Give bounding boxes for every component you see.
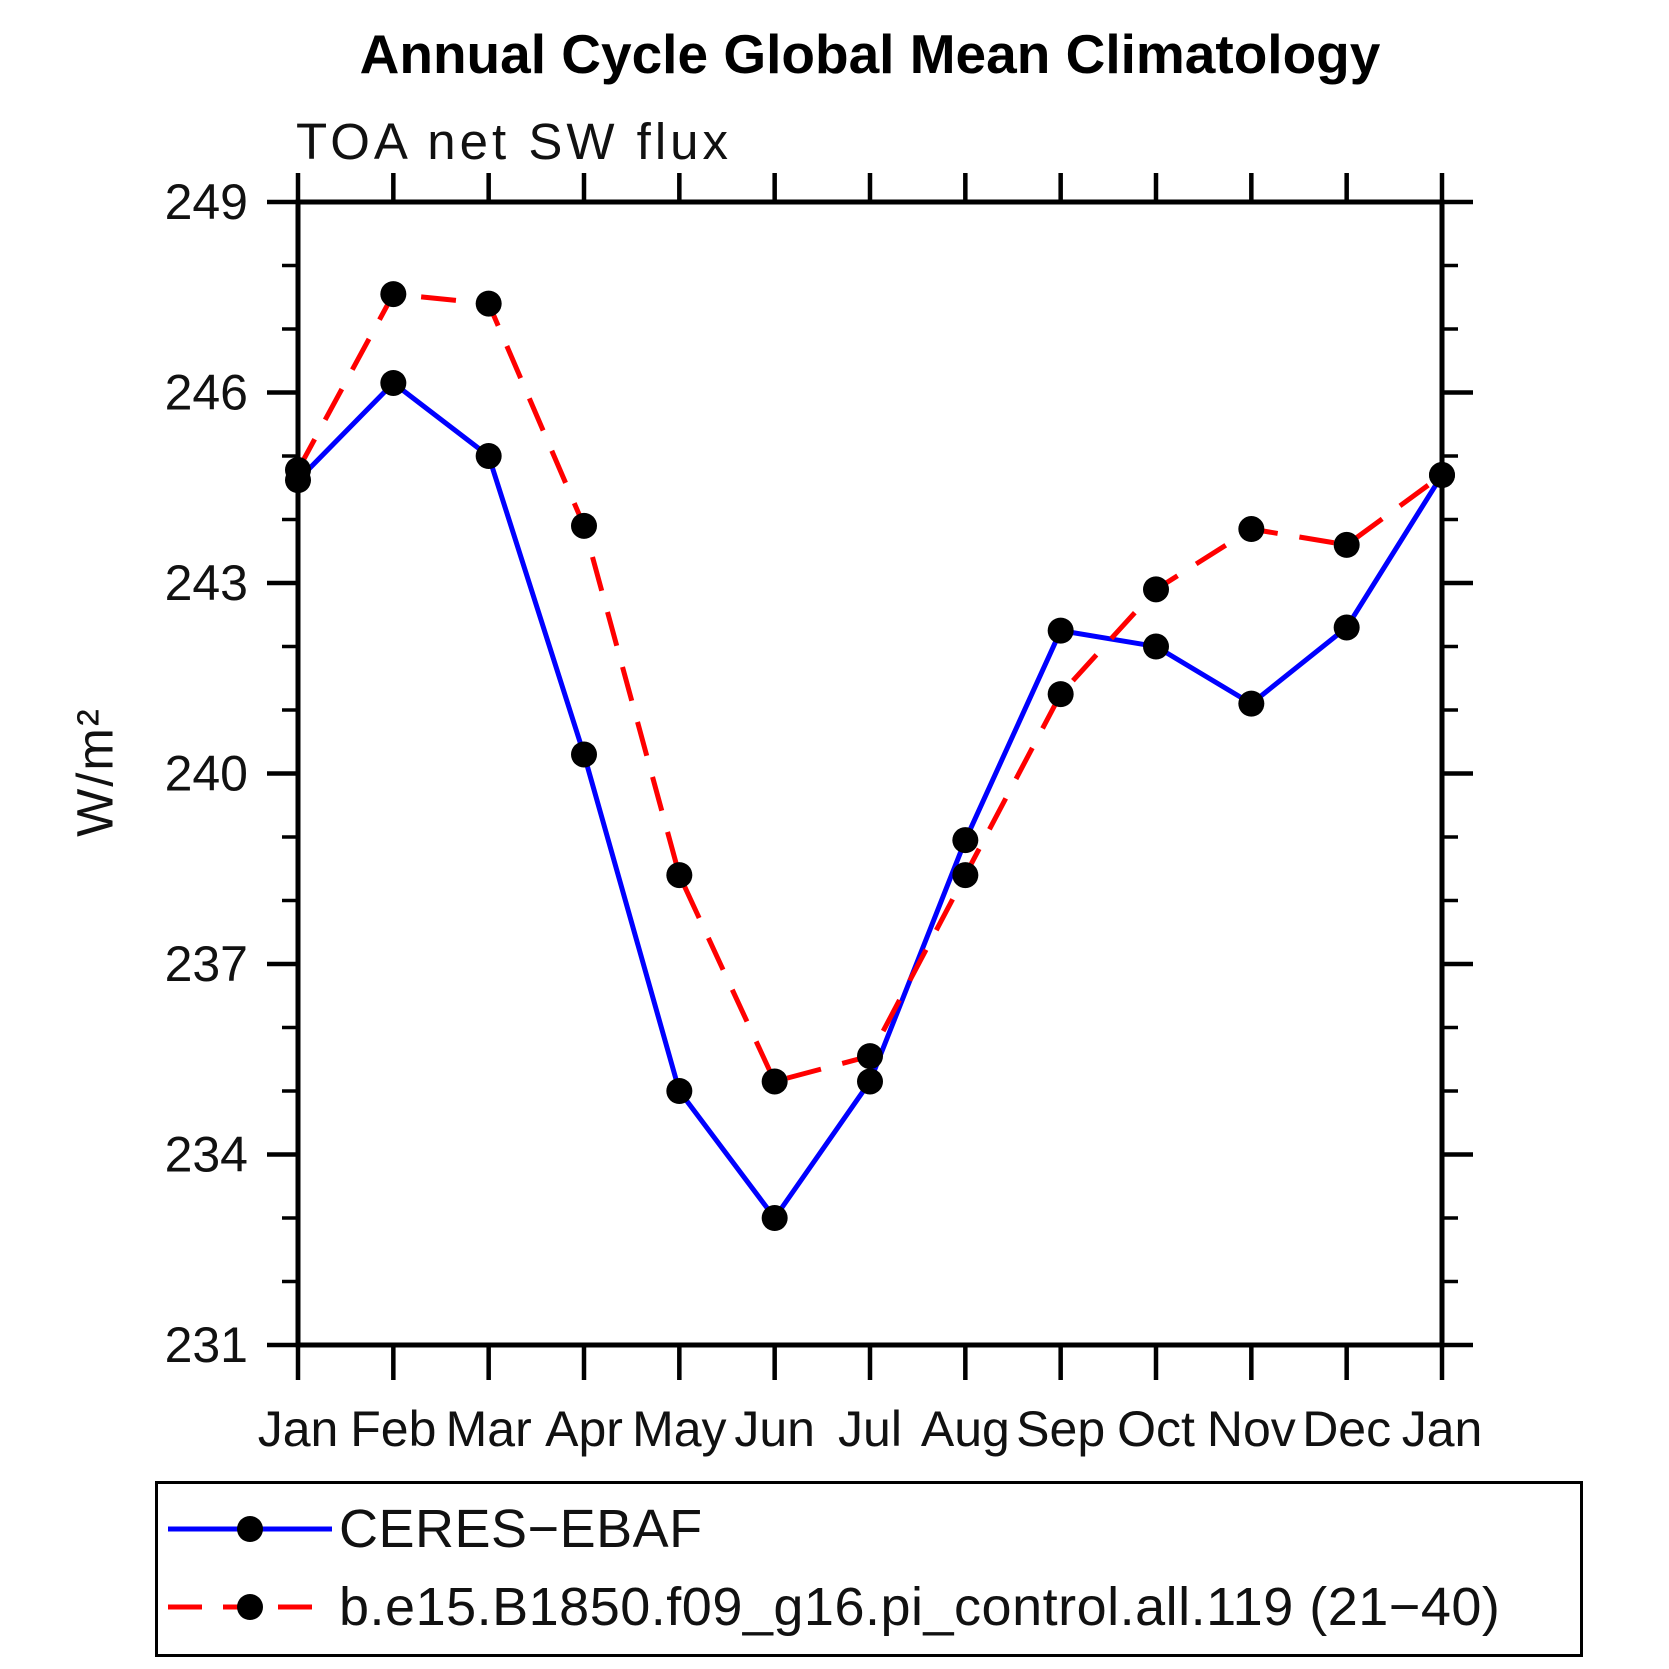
data-point-marker [1429,462,1455,489]
x-tick-label: Jan [258,1401,339,1457]
y-tick-label: 240 [165,746,248,802]
y-tick-label: 237 [165,936,248,992]
y-axis-labels: 231 234 237 240 243 246 249 [165,174,248,1373]
data-point-marker [952,862,979,889]
y-tick-label: 249 [165,174,248,230]
legend-dashed-line-sample [168,1594,332,1620]
x-axis-labels: Jan Feb Mar Apr May Jun Jul Aug Sep Oct Nov Dec Jan [258,1401,1483,1457]
series-markers-1 [285,281,1455,1095]
y-tick-label: 246 [165,365,248,421]
chart-title: Annual Cycle Global Mean Climatology [359,23,1381,85]
data-point-marker [666,1078,693,1104]
data-point-marker [952,827,979,854]
data-point-marker [475,290,502,317]
x-tick-label: Sep [1016,1401,1105,1457]
x-tick-label: Aug [921,1401,1010,1457]
data-point-marker [475,443,502,469]
x-tick-label: Jan [1402,1401,1483,1457]
legend-marker-dot [237,1594,263,1620]
chart-subtitle: TOA net SW flux [296,113,733,170]
x-tick-label: May [632,1401,726,1457]
legend-label-ceres: CERES−EBAF [339,1499,703,1559]
data-point-marker [380,369,407,396]
x-tick-label: Oct [1117,1401,1195,1457]
data-point-marker [761,1068,788,1095]
x-tick-label: Jun [734,1401,815,1457]
legend-solid-line-sample [168,1516,332,1542]
x-tick-label: Dec [1302,1401,1391,1457]
data-point-marker [1143,576,1169,603]
data-point-marker [761,1205,788,1231]
legend-label-model: b.e15.B1850.f09_g16.pi_control.all.119 (… [339,1577,1501,1637]
y-tick-label: 234 [165,1127,248,1183]
legend-item-ceres: CERES−EBAF [164,1498,703,1560]
data-point-marker [857,1043,883,1070]
x-tick-label: Feb [350,1401,436,1457]
x-tick-label: Mar [446,1401,532,1457]
x-axis-ticks [295,173,1445,1380]
data-point-marker [666,862,693,889]
y-tick-label: 243 [165,555,248,611]
y-tick-label: 231 [165,1317,248,1373]
data-point-marker [1047,617,1074,644]
data-point-marker [380,281,407,308]
legend-item-model: b.e15.B1850.f09_g16.pi_control.all.119 (… [164,1576,1500,1638]
legend-marker-dot [237,1516,263,1542]
data-point-marker [857,1068,883,1095]
data-point-marker [285,456,311,483]
data-point-marker [1238,516,1265,543]
data-point-marker [571,741,597,768]
data-point-marker [1333,531,1360,558]
y-axis-ticks [267,199,1473,1348]
x-tick-label: Jul [838,1401,902,1457]
data-point-marker [1047,681,1074,708]
data-point-marker [1333,614,1360,641]
plot-box [295,199,1445,1348]
x-tick-label: Nov [1207,1401,1296,1457]
data-point-marker [1143,633,1169,660]
legend: CERES−EBAF b.e15.B1850.f09_g16.pi_contro… [155,1481,1583,1657]
x-tick-label: Apr [545,1401,623,1457]
data-point-marker [571,512,597,539]
series-markers-0 [285,369,1455,1231]
data-point-marker [1238,690,1265,717]
